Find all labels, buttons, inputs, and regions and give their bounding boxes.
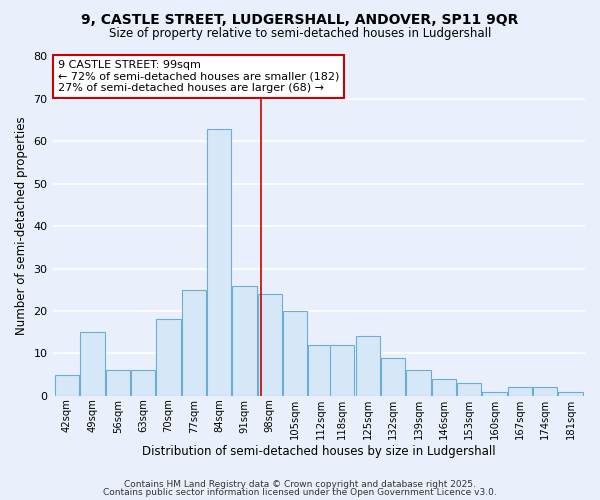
Bar — [232, 286, 257, 396]
Bar — [308, 345, 333, 396]
X-axis label: Distribution of semi-detached houses by size in Ludgershall: Distribution of semi-detached houses by … — [142, 444, 496, 458]
Text: Contains public sector information licensed under the Open Government Licence v3: Contains public sector information licen… — [103, 488, 497, 497]
Bar — [381, 358, 405, 396]
Bar — [157, 320, 181, 396]
Bar — [431, 379, 456, 396]
Bar — [457, 383, 481, 396]
Bar — [283, 311, 307, 396]
Bar — [559, 392, 583, 396]
Text: Contains HM Land Registry data © Crown copyright and database right 2025.: Contains HM Land Registry data © Crown c… — [124, 480, 476, 489]
Bar — [356, 336, 380, 396]
Text: 9, CASTLE STREET, LUDGERSHALL, ANDOVER, SP11 9QR: 9, CASTLE STREET, LUDGERSHALL, ANDOVER, … — [82, 12, 518, 26]
Bar — [207, 128, 231, 396]
Bar — [533, 388, 557, 396]
Bar — [55, 374, 79, 396]
Bar — [106, 370, 130, 396]
Bar — [482, 392, 506, 396]
Bar — [406, 370, 431, 396]
Y-axis label: Number of semi-detached properties: Number of semi-detached properties — [15, 117, 28, 336]
Bar — [80, 332, 104, 396]
Text: 9 CASTLE STREET: 99sqm
← 72% of semi-detached houses are smaller (182)
27% of se: 9 CASTLE STREET: 99sqm ← 72% of semi-det… — [58, 60, 339, 93]
Text: Size of property relative to semi-detached houses in Ludgershall: Size of property relative to semi-detach… — [109, 28, 491, 40]
Bar — [330, 345, 355, 396]
Bar — [258, 294, 282, 396]
Bar — [508, 388, 532, 396]
Bar — [182, 290, 206, 396]
Bar — [131, 370, 155, 396]
